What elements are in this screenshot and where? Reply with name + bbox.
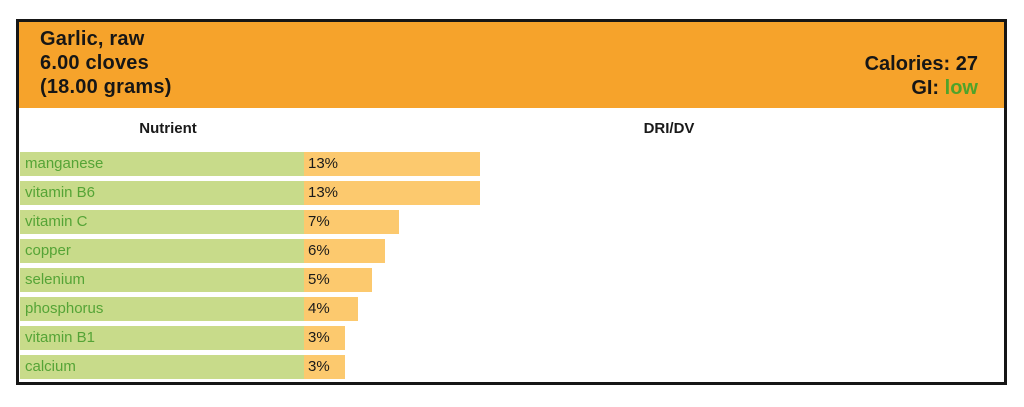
column-headers: Nutrient DRI/DV	[19, 108, 1004, 152]
nutrient-bar-row: copper 6%	[20, 239, 1004, 263]
gi-value: low	[944, 77, 978, 99]
nutrient-name-cell: vitamin B6	[20, 181, 304, 205]
column-header-dri: DRI/DV	[643, 120, 695, 137]
dri-value-bar: 3%	[304, 326, 345, 350]
nutrient-name-cell: calcium	[20, 355, 304, 379]
nutrient-name-cell: selenium	[20, 268, 304, 292]
nutrient-bar-row: vitamin C 7%	[20, 210, 1004, 234]
nutrition-card: Garlic, raw 6.00 cloves (18.00 grams) Ca…	[16, 19, 1007, 385]
nutrient-bar-row: calcium 3%	[20, 355, 1004, 379]
nutrient-name-cell: copper	[20, 239, 304, 263]
dri-value-bar: 13%	[304, 181, 480, 205]
nutrient-name-cell: vitamin B1	[20, 326, 304, 350]
dri-value-bar: 6%	[304, 239, 385, 263]
nutrient-name-cell: phosphorus	[20, 297, 304, 321]
serving-size: 6.00 cloves	[40, 52, 149, 74]
dri-value-bar: 3%	[304, 355, 345, 379]
gi-line: GI: low	[865, 76, 978, 100]
card-header: Garlic, raw 6.00 cloves (18.00 grams) Ca…	[19, 22, 1004, 108]
nutrient-bar-list: manganese 13% vitamin B6 13% vitamin C 7% copp…	[20, 152, 1004, 379]
dri-value-bar: 5%	[304, 268, 372, 292]
food-summary: Garlic, raw 6.00 cloves (18.00 grams)	[40, 27, 172, 108]
dri-value-bar: 4%	[304, 297, 358, 321]
nutrient-bar-row: phosphorus 4%	[20, 297, 1004, 321]
serving-weight: (18.00 grams)	[40, 76, 172, 98]
calories-value: Calories: 27	[864, 53, 978, 75]
nutrient-bar-row: vitamin B1 3%	[20, 326, 1004, 350]
gi-label: GI:	[911, 77, 940, 99]
dri-value-bar: 13%	[304, 152, 480, 176]
nutrient-bar-row: selenium 5%	[20, 268, 1004, 292]
food-title: Garlic, raw	[40, 28, 145, 50]
nutrient-bar-row: vitamin B6 13%	[20, 181, 1004, 205]
food-stats: Calories: 27 GI: low	[865, 27, 978, 108]
nutrient-bar-row: manganese 13%	[20, 152, 1004, 176]
column-header-nutrient: Nutrient	[139, 120, 197, 137]
nutrient-name-cell: vitamin C	[20, 210, 304, 234]
dri-value-bar: 7%	[304, 210, 399, 234]
nutrient-name-cell: manganese	[20, 152, 304, 176]
